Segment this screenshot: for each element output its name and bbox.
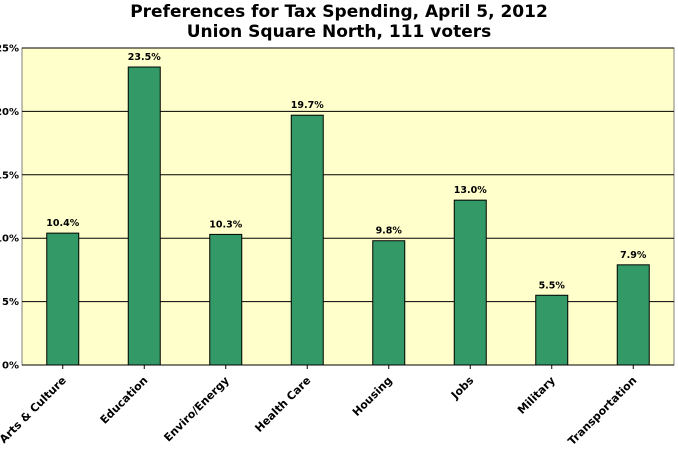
chart-title: Preferences for Tax Spending, April 5, 2… [130,2,548,22]
bar [46,232,80,366]
data-label: 9.8% [376,226,403,237]
y-tick-label: 15% [0,170,19,181]
bar [453,199,487,366]
x-axis-ticks: Arts & Culture Education Enviro/Energy Heal… [0,365,639,448]
bar [372,240,406,366]
y-tick-label: 10% [0,234,19,245]
chart-title-block: Preferences for Tax Spending, April 5, 2… [0,2,678,42]
data-label: 23.5% [128,52,161,63]
y-tick-label: 5% [2,297,19,308]
bar [535,294,569,366]
x-tick-label: Jobs [448,374,477,403]
x-tick-label: Arts & Culture [0,374,69,446]
bar [127,66,161,366]
y-tick-label: 20% [0,107,19,118]
chart-subtitle: Union Square North, 111 voters [186,22,492,42]
bar [209,233,243,366]
x-tick-label: Housing [350,374,395,419]
bar [290,114,324,366]
x-tick-label: Health Care [252,374,313,435]
plot-area [21,47,675,366]
data-label: 19.7% [291,100,324,111]
y-axis-ticks: 0% 5% 10% 15% 20% 25% [0,44,19,372]
data-label: 5.5% [539,280,566,291]
bar [616,264,650,366]
data-label: 13.0% [454,185,487,196]
data-label: 10.3% [209,219,242,230]
y-tick-label: 25% [0,44,19,55]
data-label: 10.4% [46,218,79,229]
x-tick-label: Military [515,374,558,417]
y-tick-label: 0% [2,361,19,372]
x-tick-label: Enviro/Energy [161,374,231,444]
data-label: 7.9% [620,250,647,261]
x-tick-label: Transportation [565,374,639,448]
x-tick-label: Education [98,374,151,427]
